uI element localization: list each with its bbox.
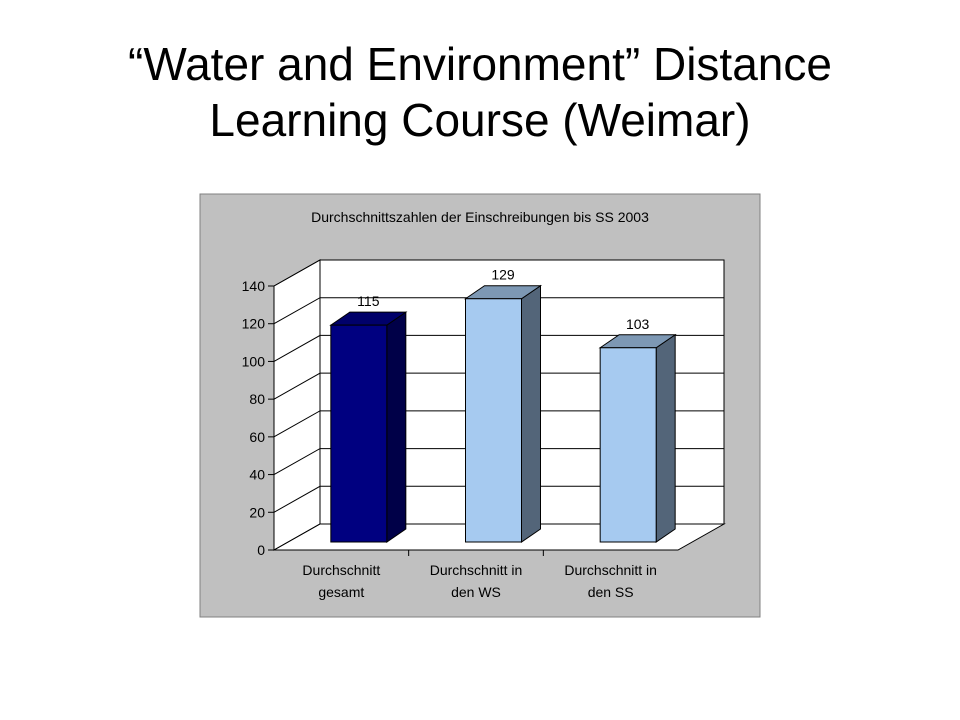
y-tick-label: 0 <box>257 542 265 558</box>
y-tick-label: 100 <box>242 353 266 369</box>
y-tick-label: 80 <box>249 391 265 407</box>
x-tick-label: den SS <box>588 584 634 600</box>
y-tick-label: 40 <box>249 467 265 483</box>
x-tick-label: Durchschnitt <box>302 562 380 578</box>
bar-side <box>386 311 407 543</box>
y-gridline <box>273 297 724 325</box>
chart-body: 0 20 40 60 80 100 120 140 115 Durchschnitt gesamt 1… <box>242 259 726 600</box>
x-tick-label: den WS <box>451 584 501 600</box>
y-gridline <box>273 410 724 438</box>
data-label: 129 <box>491 267 515 283</box>
chart-title: Durchschnittszahlen der Einschreibungen … <box>311 209 649 225</box>
data-label: 115 <box>357 293 380 309</box>
slide-title-line-1: “Water and Environment” Distance <box>128 38 832 90</box>
chart-side-wall <box>273 259 321 551</box>
y-gridline <box>273 523 724 551</box>
slide-title: “Water and Environment” Distance Learnin… <box>0 36 960 148</box>
y-tick-label: 120 <box>242 316 266 332</box>
bar-side <box>655 333 676 543</box>
bar <box>599 347 657 543</box>
y-gridline <box>273 485 724 513</box>
x-tick-label: Durchschnitt in <box>430 562 523 578</box>
y-tick-label: 140 <box>242 278 266 294</box>
y-gridline <box>273 372 724 400</box>
x-tick-label: Durchschnitt in <box>564 562 657 578</box>
y-gridline <box>273 448 724 476</box>
x-tick-label: gesamt <box>318 584 364 600</box>
y-gridline <box>273 259 724 287</box>
bar <box>330 324 388 543</box>
y-tick-label: 20 <box>249 504 265 520</box>
bar-side <box>521 284 541 543</box>
data-label: 103 <box>626 316 650 332</box>
bar <box>465 298 522 543</box>
y-tick-label: 60 <box>249 429 265 445</box>
slide-title-line-2: Learning Course (Weimar) <box>209 94 751 146</box>
y-gridline <box>273 334 724 362</box>
